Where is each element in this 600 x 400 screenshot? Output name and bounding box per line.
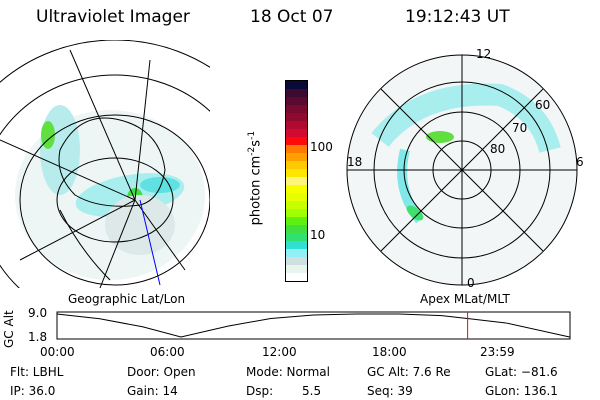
colorbar — [285, 80, 308, 282]
colorbar-band — [286, 233, 307, 241]
colorbar-band — [286, 225, 307, 233]
altitude-line — [56, 313, 570, 338]
right-panel-caption: Apex MLat/MLT — [420, 292, 510, 306]
colorbar-band — [286, 177, 307, 185]
mlat-60-label: 60 — [535, 98, 551, 112]
colorbar-band — [286, 121, 307, 129]
xtick-00: 00:00 — [40, 345, 75, 359]
colorbar-band — [286, 169, 307, 177]
colorbar-band — [286, 145, 307, 153]
xtick-2359: 23:59 — [480, 345, 515, 359]
xtick-18: 18:00 — [372, 345, 407, 359]
colorbar-band — [286, 153, 307, 161]
colorbar-band — [286, 241, 307, 249]
colorbar-band — [286, 185, 307, 193]
left-panel-caption: Geographic Lat/Lon — [68, 292, 186, 306]
ytick-1-8: 1.8 — [28, 330, 48, 344]
mlt-0-label: 0 — [467, 276, 475, 290]
colorbar-band — [286, 265, 307, 273]
mlt-18-label: 18 — [347, 155, 363, 169]
mlat-70-label: 70 — [512, 121, 528, 135]
door-status: Door: Open — [127, 365, 196, 379]
ip-status: IP: 36.0 — [10, 384, 56, 398]
colorbar-band — [286, 89, 307, 97]
colorbar-band — [286, 161, 307, 169]
gc-alt-status: GC Alt: 7.6 Re — [367, 365, 451, 379]
colorbar-band — [286, 257, 307, 265]
colorbar-band — [286, 129, 307, 137]
glat-status: GLat: −81.6 — [485, 365, 558, 379]
time-label: 19:12:43 UT — [405, 7, 510, 27]
mlt-6-label: 6 — [576, 155, 584, 169]
colorbar-tick-100: 100 — [310, 140, 333, 154]
date-label: 18 Oct 07 — [250, 7, 334, 27]
colorbar-band — [286, 209, 307, 217]
orbit-plot-frame — [56, 311, 571, 340]
seq-status: Seq: 39 — [367, 384, 413, 398]
mlat-80-label: 80 — [490, 142, 506, 156]
colorbar-band — [286, 217, 307, 225]
xtick-06: 06:00 — [150, 345, 185, 359]
ytick-9: 9.0 — [28, 306, 48, 320]
colorbar-band — [286, 137, 307, 145]
mlt-12-label: 12 — [476, 47, 492, 61]
dsp-label: Dsp: — [246, 384, 274, 398]
xtick-12: 12:00 — [262, 345, 297, 359]
orbit-ylabel: GC Alt — [2, 310, 16, 348]
mode-status: Mode: Normal — [246, 365, 330, 379]
gain-status: Gain: 14 — [127, 384, 178, 398]
colorbar-band — [286, 81, 307, 89]
colorbar-band — [286, 193, 307, 201]
filter-status: Flt: LBHL — [10, 365, 64, 379]
colorbar-band — [286, 97, 307, 105]
dsp-value: 5.5 — [302, 384, 322, 398]
colorbar-band — [286, 249, 307, 257]
colorbar-tick-10: 10 — [310, 228, 326, 242]
colorbar-band — [286, 273, 307, 281]
colorbar-band — [286, 201, 307, 209]
colorbar-band — [286, 105, 307, 113]
instrument-title: Ultraviolet Imager — [36, 7, 190, 27]
colorbar-band — [286, 113, 307, 121]
glon-status: GLon: 136.1 — [485, 384, 558, 398]
